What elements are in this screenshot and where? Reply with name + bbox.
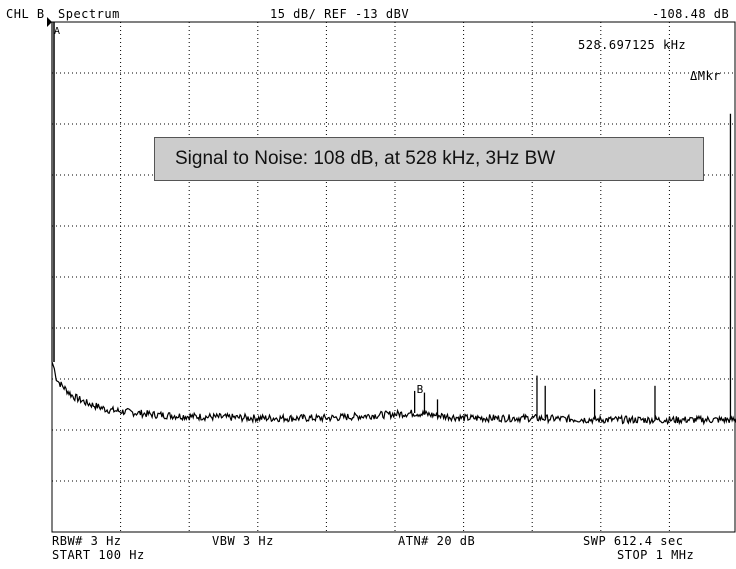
spectrum-trace <box>51 22 736 426</box>
marker-value: -108.48 dB <box>652 7 730 21</box>
start-frequency: START 100 Hz <box>52 548 145 562</box>
marker-group: AB <box>47 17 424 396</box>
marker-a-label: A <box>54 26 60 37</box>
stop-frequency: STOP 1 MHz <box>617 548 695 562</box>
trace-group <box>51 22 736 426</box>
sweep-time: SWP 612.4 sec <box>583 534 684 548</box>
mode-label: Spectrum <box>58 7 120 21</box>
marker-frequency: 528.697125 kHz <box>578 38 687 52</box>
plot-grid <box>52 22 735 532</box>
marker-a-arrow <box>47 17 52 27</box>
marker-mode: ΔMkr <box>690 69 721 83</box>
channel-label: CHL B <box>6 7 45 21</box>
scale-label: 15 dB/ REF -13 dBV <box>270 7 410 21</box>
marker-b-label: B <box>417 383 424 396</box>
snr-annotation: Signal to Noise: 108 dB, at 528 kHz, 3Hz… <box>154 137 704 181</box>
vbw-setting: VBW 3 Hz <box>212 534 274 548</box>
attenuation-setting: ATN# 20 dB <box>398 534 476 548</box>
rbw-setting: RBW# 3 Hz <box>52 534 122 548</box>
